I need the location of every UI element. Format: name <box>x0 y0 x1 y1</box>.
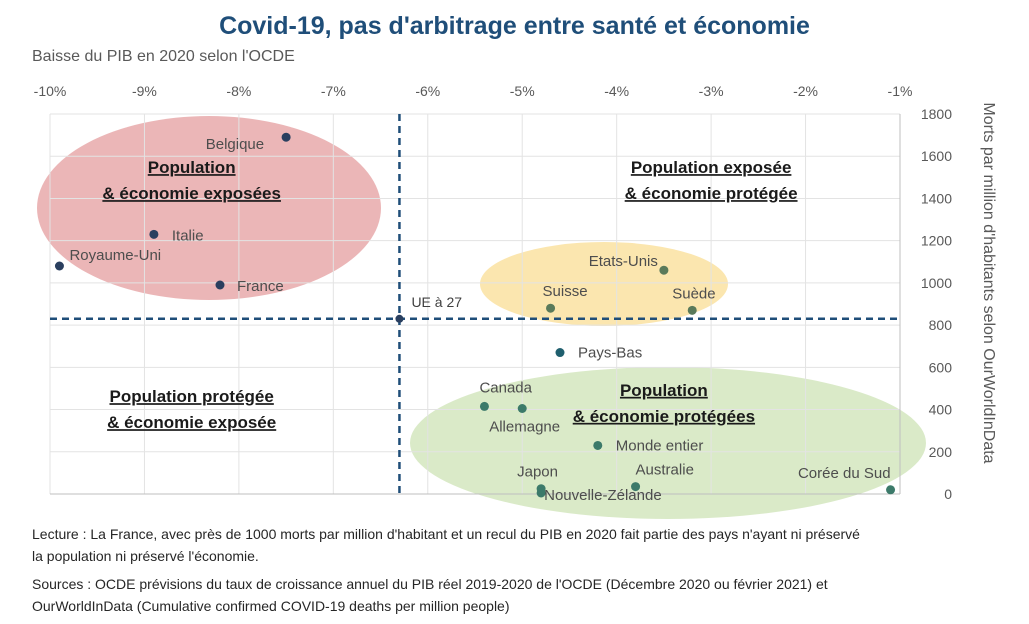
data-label-allemagne: Allemagne <box>489 419 560 436</box>
y-axis-title: Morts par million d'habitants selon OurW… <box>980 102 997 464</box>
y-tick-label: 1000 <box>921 275 952 291</box>
x-tick-label: -8% <box>226 83 251 99</box>
data-point-monde-entier <box>593 440 603 450</box>
y-tick-label: 1400 <box>921 190 952 206</box>
data-point-etats-unis <box>659 265 669 275</box>
x-tick-label: -6% <box>415 83 440 99</box>
data-label-royaume-uni: Royaume-Uni <box>69 247 161 264</box>
data-point-suisse <box>546 303 556 313</box>
data-label-suisse: Suisse <box>543 283 588 300</box>
data-point-france <box>215 280 225 290</box>
y-tick-label: 800 <box>929 317 953 333</box>
data-point-nouvelle-zelande <box>536 488 546 498</box>
y-tick-label: 1200 <box>921 233 952 249</box>
data-label-canada: Canada <box>479 379 532 396</box>
data-label-japon: Japon <box>517 464 558 481</box>
quadrant-annotation-3-line-2: & économie exposée <box>107 413 276 432</box>
data-point-australie <box>631 482 641 492</box>
data-point-suede <box>687 305 697 315</box>
data-label-pays-bas: Pays-Bas <box>578 345 642 362</box>
data-point-coree-du-sud <box>886 485 896 495</box>
x-axis-title: Baisse du PIB en 2020 selon l'OCDE <box>32 48 295 65</box>
scatter-chart: -10% -9% -8% -7% -6% -5% -4% -3% -2% -1% 0 200 400 60… <box>34 83 953 519</box>
y-tick-label: 200 <box>929 444 953 460</box>
y-tick-label: 1600 <box>921 148 952 164</box>
data-point-pays-bas <box>555 348 565 358</box>
x-tick-label: -10% <box>34 83 67 99</box>
zone-population-economie-protegees <box>410 367 926 519</box>
x-tick-label: -4% <box>604 83 629 99</box>
y-tick-label: 400 <box>929 402 953 418</box>
x-tick-label: -2% <box>793 83 818 99</box>
data-point-italie <box>149 229 159 239</box>
sources-line-1: Sources : OCDE prévisions du taux de cro… <box>32 576 828 592</box>
x-tick-label: -3% <box>699 83 724 99</box>
zone-population-economie-exposees <box>37 116 381 300</box>
chart-title: Covid-19, pas d'arbitrage entre santé et… <box>219 12 810 40</box>
quadrant-annotation-4-line-1: Population <box>620 381 708 400</box>
y-tick-label: 600 <box>929 359 953 375</box>
data-label-etats-unis: Etats-Unis <box>589 253 658 270</box>
y-axis-title-wrapper: Morts par million d'habitants selon OurW… <box>976 66 1000 500</box>
x-tick-label: -1% <box>888 83 913 99</box>
data-point-canada <box>479 401 489 411</box>
data-label-france: France <box>237 278 284 295</box>
reference-point <box>395 314 404 323</box>
zone-yellow <box>480 242 728 326</box>
data-point-allemagne <box>517 404 527 413</box>
x-tick-label: -9% <box>132 83 157 99</box>
quadrant-annotation-4-line-2: & économie protégées <box>573 407 755 426</box>
data-label-suede: Suède <box>672 285 715 302</box>
sources-line-2: OurWorldInData (Cumulative confirmed COV… <box>32 598 510 614</box>
quadrant-annotation-3-line-1: Population protégée <box>109 387 273 406</box>
data-label-monde-entier: Monde entier <box>616 437 704 454</box>
data-label-belgique: Belgique <box>206 136 264 153</box>
x-tick-label: -5% <box>510 83 535 99</box>
y-tick-label: 0 <box>944 486 952 502</box>
data-point-belgique <box>281 132 291 142</box>
data-label-coree-du-sud: Corée du Sud <box>798 465 891 482</box>
data-label-nouvelle-zelande: Nouvelle-Zélande <box>544 487 662 504</box>
quadrant-annotation-2-line-2: & économie protégée <box>625 184 798 203</box>
data-label-italie: Italie <box>172 227 204 244</box>
data-point-royaume-uni <box>54 261 64 271</box>
quadrant-annotation-1-line-2: & économie exposées <box>102 184 281 203</box>
x-tick-label: -7% <box>321 83 346 99</box>
data-label-australie: Australie <box>636 462 694 479</box>
reference-label: UE à 27 <box>411 294 462 310</box>
quadrant-annotation-2-line-1: Population exposée <box>631 158 792 177</box>
quadrant-annotation-1-line-1: Population <box>148 158 236 177</box>
lecture-line-1: Lecture : La France, avec près de 1000 m… <box>32 526 860 542</box>
lecture-line-2: la population ni préservé l'économie. <box>32 548 259 564</box>
y-tick-label: 1800 <box>921 106 952 122</box>
